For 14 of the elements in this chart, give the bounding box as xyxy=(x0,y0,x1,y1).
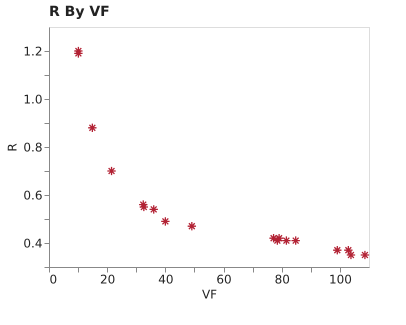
x-tick-label: 100 xyxy=(328,272,352,286)
y-tick-label: 0.6 xyxy=(23,188,42,202)
chart-title: R By VF xyxy=(49,4,110,20)
y-tick-label: 0.4 xyxy=(23,236,42,250)
x-axis-title: VF xyxy=(202,288,218,302)
x-tick-label: 60 xyxy=(216,272,232,286)
x-tick-label: 0 xyxy=(50,272,58,286)
y-tick-label: 1.0 xyxy=(23,92,42,106)
y-axis-title: R xyxy=(5,143,20,152)
x-tick-label: 80 xyxy=(274,272,290,286)
y-tick-label: 0.8 xyxy=(23,140,42,154)
x-tick-label: 40 xyxy=(158,272,174,286)
y-tick-label: 1.2 xyxy=(23,44,42,58)
x-tick-label: 20 xyxy=(100,272,116,286)
